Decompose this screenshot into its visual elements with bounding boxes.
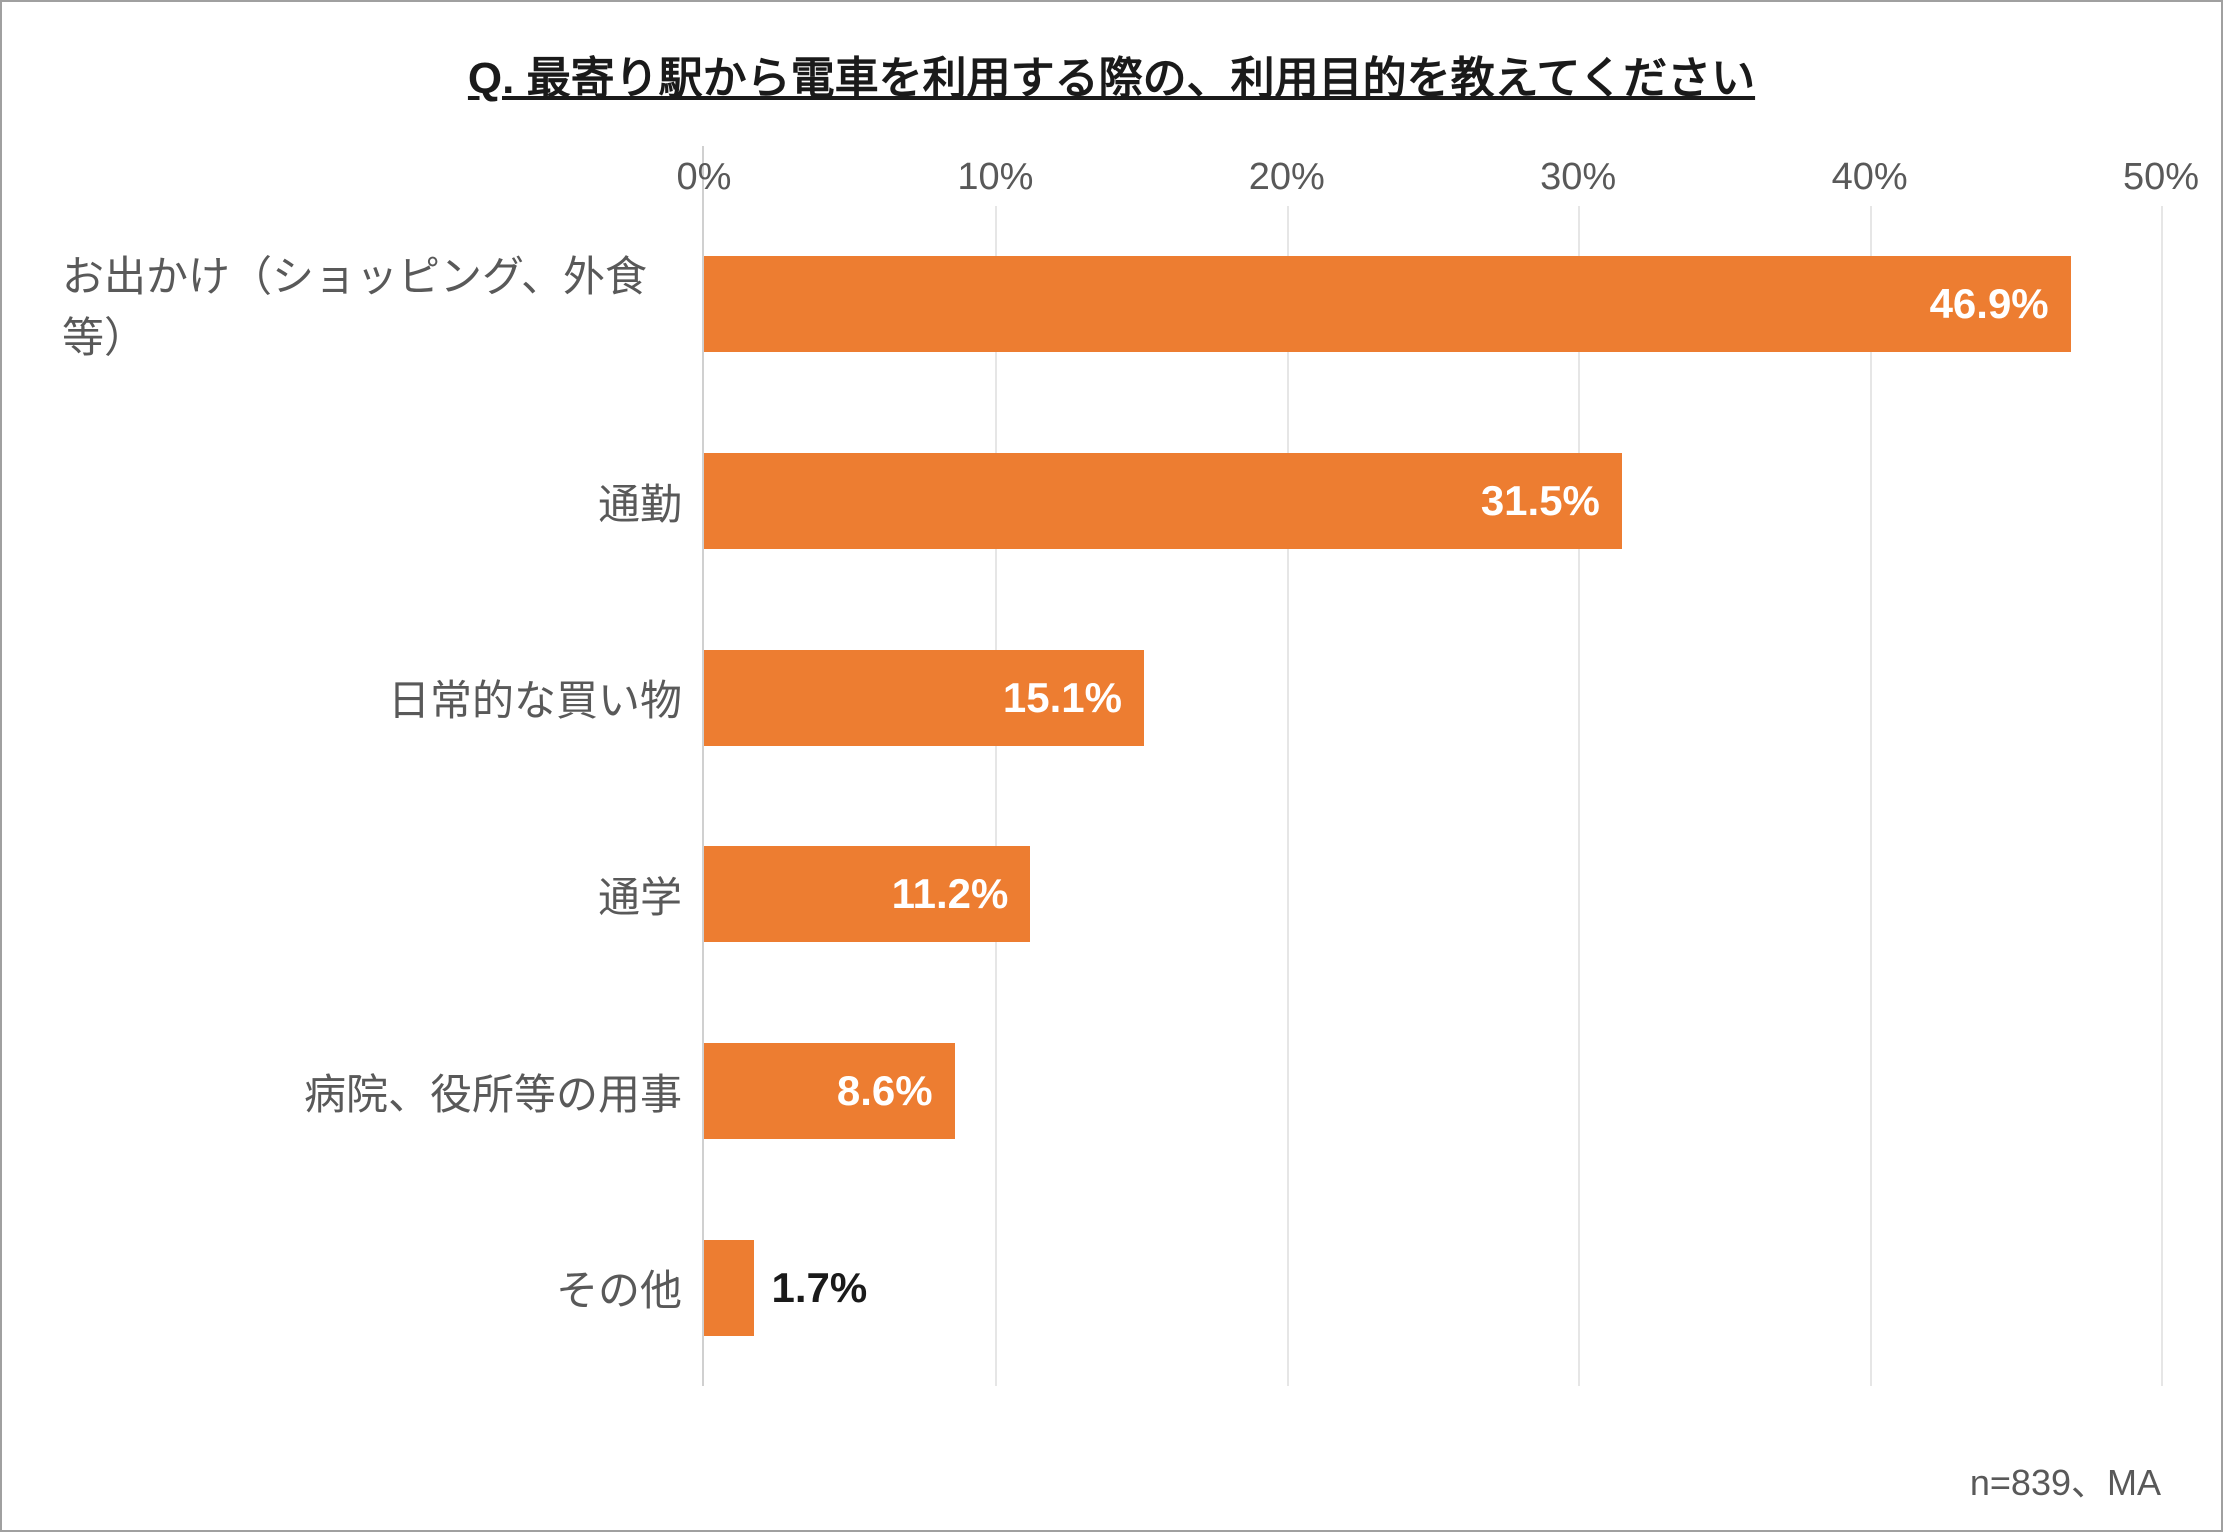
- x-tick-label: 40%: [1832, 156, 1908, 199]
- bar-row: 31.5%: [704, 403, 2161, 600]
- bar: 31.5%: [704, 453, 1622, 549]
- bar: [704, 1240, 754, 1336]
- bar-value-label: 46.9%: [1930, 280, 2049, 328]
- bar-value-label: 1.7%: [772, 1264, 868, 1312]
- category-label: 病院、役所等の用事: [62, 993, 702, 1190]
- x-tick-label: 30%: [1540, 156, 1616, 199]
- bar-value-label: 31.5%: [1481, 477, 1600, 525]
- bar: 46.9%: [704, 256, 2071, 352]
- bars-region: 0% 10% 20% 30% 40% 50% 46.9%: [702, 146, 2161, 1386]
- chart-container: Q. 最寄り駅から電車を利用する際の、利用目的を教えてください お出かけ（ショッ…: [0, 0, 2223, 1532]
- bar-row: 11.2%: [704, 796, 2161, 993]
- category-label: お出かけ（ショッピング、外食等）: [62, 206, 702, 403]
- x-tick-label: 50%: [2123, 156, 2199, 199]
- bar-row: 8.6%: [704, 993, 2161, 1190]
- category-label: 日常的な買い物: [62, 599, 702, 796]
- x-tick-label: 10%: [957, 156, 1033, 199]
- bar-row: 15.1%: [704, 599, 2161, 796]
- bar: 15.1%: [704, 650, 1144, 746]
- y-axis-labels: お出かけ（ショッピング、外食等） 通勤 日常的な買い物 通学 病院、役所等の用事…: [62, 146, 702, 1386]
- x-tick-label: 20%: [1249, 156, 1325, 199]
- plot-area: お出かけ（ショッピング、外食等） 通勤 日常的な買い物 通学 病院、役所等の用事…: [62, 146, 2161, 1386]
- bar: 8.6%: [704, 1043, 955, 1139]
- bar-row: 1.7%: [704, 1189, 2161, 1386]
- bar-value-label: 15.1%: [1003, 674, 1122, 722]
- chart-title: Q. 最寄り駅から電車を利用する際の、利用目的を教えてください: [62, 42, 2161, 106]
- bar-value-label: 11.2%: [892, 870, 1009, 918]
- bar-value-label: 8.6%: [837, 1067, 933, 1115]
- grid-line: [2161, 206, 2163, 1386]
- x-axis: 0% 10% 20% 30% 40% 50%: [704, 146, 2161, 206]
- footer-note: n=839、MA: [1970, 1454, 2161, 1506]
- category-label: 通勤: [62, 403, 702, 600]
- x-tick-label: 0%: [677, 156, 732, 199]
- category-label: 通学: [62, 796, 702, 993]
- category-label: その他: [62, 1189, 702, 1386]
- bars-stack: 46.9% 31.5% 15.1% 11.2%: [704, 206, 2161, 1386]
- bar: 11.2%: [704, 846, 1030, 942]
- bar-row: 46.9%: [704, 206, 2161, 403]
